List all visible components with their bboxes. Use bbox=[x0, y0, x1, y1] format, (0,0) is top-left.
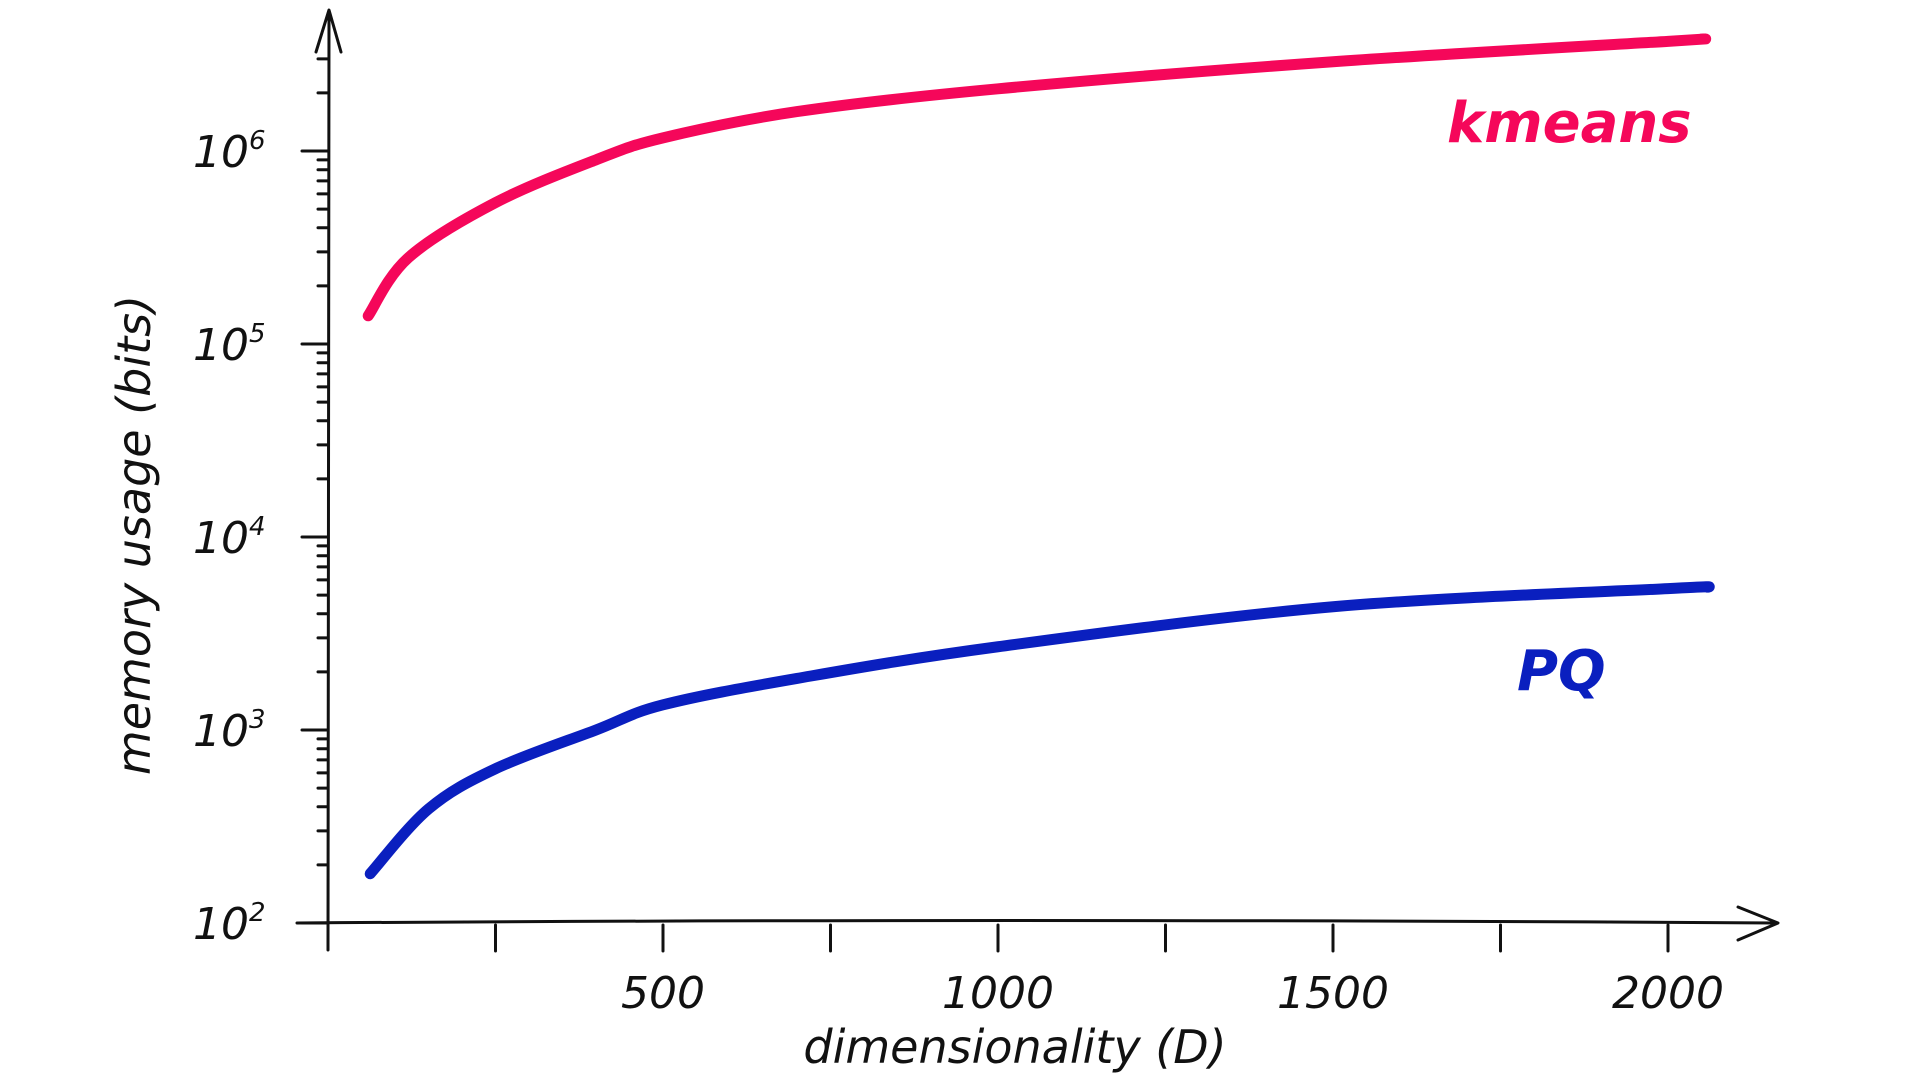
x-tick-label: 500 bbox=[621, 968, 705, 1019]
y-axis-arrow bbox=[314, 8, 343, 54]
series-line-pq bbox=[364, 581, 1715, 880]
y-tick-label: 105 bbox=[193, 319, 266, 371]
series-label-pq: PQ bbox=[1517, 639, 1606, 704]
y-tick-exponent: 2 bbox=[249, 898, 266, 928]
x-tick-label: 1500 bbox=[1277, 968, 1389, 1019]
labels: dimensionality (D) memory usage (bits) k… bbox=[107, 91, 1692, 1074]
y-tick-label: 103 bbox=[193, 705, 266, 757]
y-tick-exponent: 3 bbox=[249, 705, 266, 735]
y-tick-label: 104 bbox=[193, 512, 266, 564]
series-line-kmeans bbox=[362, 33, 1712, 322]
x-axis-label: dimensionality (D) bbox=[803, 1020, 1226, 1074]
y-tick-label: 102 bbox=[193, 898, 266, 950]
series-label-kmeans: kmeans bbox=[1447, 91, 1692, 156]
x-axis-arrow bbox=[1736, 905, 1780, 942]
y-tick-label: 106 bbox=[193, 126, 266, 178]
x-tick-label: 1000 bbox=[942, 968, 1054, 1019]
y-tick-exponent: 5 bbox=[249, 319, 266, 349]
axes: 500 1000 1500 2000 102 103 104 105 106 bbox=[193, 8, 1780, 1019]
y-axis-label: memory usage (bits) bbox=[107, 295, 161, 775]
series-group bbox=[362, 33, 1715, 880]
y-axis-line bbox=[326, 10, 331, 952]
y-tick-exponent: 4 bbox=[249, 512, 266, 542]
x-tick-label: 2000 bbox=[1612, 968, 1724, 1019]
x-axis-line bbox=[295, 919, 1777, 925]
y-tick-exponent: 6 bbox=[249, 126, 266, 156]
